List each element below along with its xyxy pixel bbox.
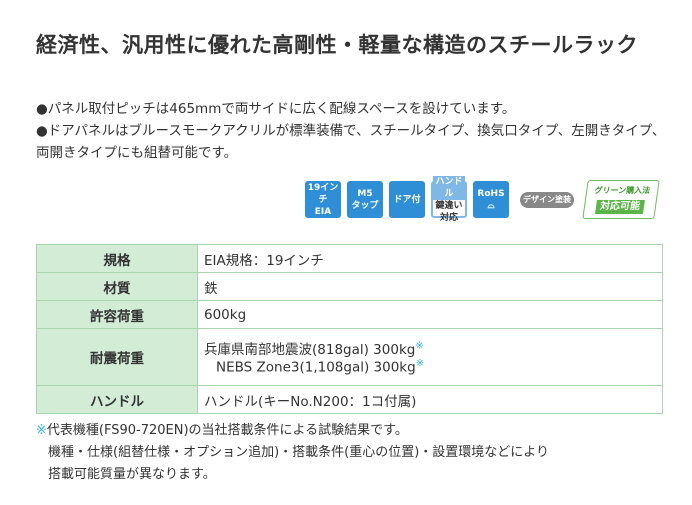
m5-tap-icon: M5 タップ (347, 181, 383, 218)
feature-item: ●ドアパネルはブルースモークアクリルが標準装備で、スチールタイプ、換気口タイプ、… (36, 123, 666, 161)
feature-list: ●パネル取付ピッチは465mmで両サイドに広く配線スペースを設けています。 ●ド… (36, 98, 676, 164)
table-row: 材質鉄 (36, 272, 663, 301)
eia-19inch-icon: 19インチ EIA (305, 181, 341, 218)
rohs-icon: RoHS ⌓ (473, 181, 509, 218)
footnotes: ※代表機種(FS90-720EN)の当社搭載条件による試験結果です。 機種・仕様… (36, 423, 550, 482)
handle-key-icon: ハンドル 鍵違い 対応 (431, 175, 467, 223)
feature-item: ●パネル取付ピッチは465mmで両サイドに広く配線スペースを設けています。 (36, 101, 516, 117)
table-row: 規格 EIA規格：19インチ (36, 244, 663, 273)
table-row: 許容荷重 600kg (36, 300, 663, 329)
door-icon: ドア付 (389, 181, 425, 218)
spec-table: 規格 EIA規格：19インチ 材質鉄 許容荷重 600kg 耐震荷重 兵庫県南部地震… (36, 244, 663, 414)
feature-icons: 19インチ EIA M5 タップ ドア付 ハンドル 鍵違い 対応 RoHS ⌓ デザイン塗… (305, 175, 660, 223)
table-row: 耐震荷重 兵庫県南部地震波(818gal) 300kg※ NEBS Zone3(… (36, 328, 663, 386)
green-purchase-icon: グリーン購入法 対応可能 (582, 180, 660, 219)
page-title: 経済性、汎用性に優れた高剛性・軽量な構造のスチールラック (36, 33, 638, 57)
table-row: ハンドル ハンドル(キーNo.N200：1コ付属) (36, 385, 663, 414)
design-paint-icon: デザイン塗装 (515, 181, 579, 218)
